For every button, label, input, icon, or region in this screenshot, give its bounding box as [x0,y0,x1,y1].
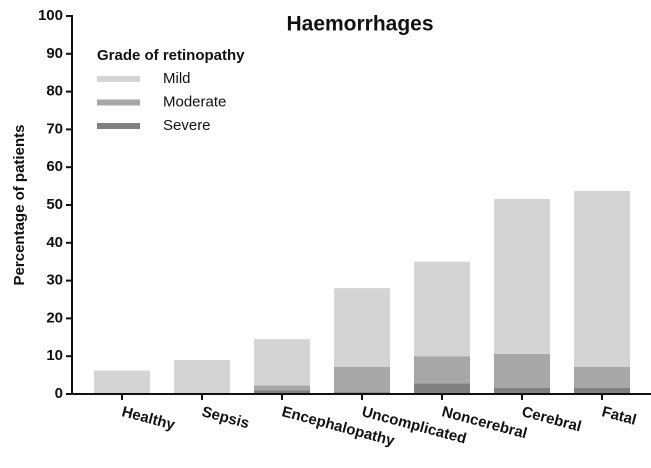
legend-title: Grade of retinopathy [97,47,245,64]
x-tick-label: Healthy [120,403,177,434]
bar-segment [254,385,310,391]
legend-label: Mild [163,70,191,87]
bar-segment [254,339,310,386]
bar-segment [494,198,550,354]
bar-segment [574,387,630,394]
y-tick-label: 50 [46,196,63,213]
y-axis-label: Percentage of patients [11,125,28,286]
bar-segment [494,387,550,394]
y-tick-label: 20 [46,309,63,326]
y-tick-label: 70 [46,120,63,137]
x-tick-label: Cerebral [520,403,583,435]
y-tick-label: 30 [46,272,63,289]
y-tick-label: 80 [46,83,63,100]
y-tick-label: 10 [46,347,63,364]
legend-label: Moderate [163,93,226,110]
bar-segment [414,356,470,384]
bar-segment [254,390,310,394]
bar-segment [494,353,550,388]
x-tick-label: Fatal [600,403,638,428]
y-tick-label: 100 [38,7,63,24]
bar-segment [414,383,470,394]
y-tick-label: 0 [55,385,63,402]
bar-segment [414,261,470,357]
bar-segment [94,370,150,394]
bar-segment [174,359,230,394]
chart-title: Haemorrhages [286,13,433,36]
legend-label: Severe [163,117,211,134]
bar-segment [334,366,390,393]
bar-segment [334,288,390,367]
y-tick-label: 90 [46,45,63,62]
bar-segment [574,191,630,367]
y-tick-label: 40 [46,234,63,251]
bar-segment [574,366,630,388]
y-tick-label: 60 [46,158,63,175]
x-tick-label: Sepsis [200,403,251,432]
